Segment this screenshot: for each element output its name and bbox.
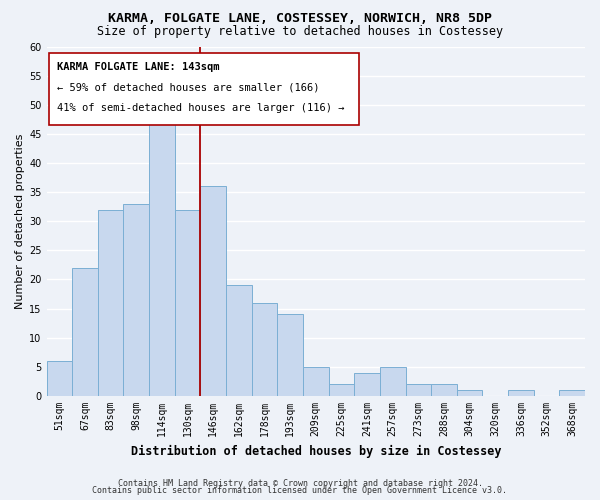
Bar (457, 390, 482, 396)
Text: KARMA FOLGATE LANE: 143sqm: KARMA FOLGATE LANE: 143sqm (57, 62, 220, 72)
Text: 41% of semi-detached houses are larger (116) →: 41% of semi-detached houses are larger (… (57, 103, 345, 113)
Bar (354, 372, 380, 396)
Bar (226, 286, 251, 396)
Bar (47, 361, 72, 396)
Bar (175, 210, 200, 396)
Text: KARMA, FOLGATE LANE, COSTESSEY, NORWICH, NR8 5DP: KARMA, FOLGATE LANE, COSTESSEY, NORWICH,… (108, 12, 492, 26)
Bar (251, 303, 277, 396)
Text: ← 59% of detached houses are smaller (166): ← 59% of detached houses are smaller (16… (57, 82, 320, 92)
Bar (72, 268, 98, 396)
Bar (277, 314, 303, 396)
Y-axis label: Number of detached properties: Number of detached properties (15, 134, 25, 309)
X-axis label: Distribution of detached houses by size in Costessey: Distribution of detached houses by size … (131, 444, 501, 458)
Bar (406, 384, 431, 396)
Bar (508, 390, 534, 396)
Text: Size of property relative to detached houses in Costessey: Size of property relative to detached ho… (97, 25, 503, 38)
Bar (124, 204, 149, 396)
FancyBboxPatch shape (49, 54, 359, 125)
Bar (98, 210, 124, 396)
Text: Contains HM Land Registry data © Crown copyright and database right 2024.: Contains HM Land Registry data © Crown c… (118, 478, 482, 488)
Bar (380, 367, 406, 396)
Bar (329, 384, 354, 396)
Bar (200, 186, 226, 396)
Bar (431, 384, 457, 396)
Text: Contains public sector information licensed under the Open Government Licence v3: Contains public sector information licen… (92, 486, 508, 495)
Bar (303, 367, 329, 396)
Bar (149, 104, 175, 396)
Bar (559, 390, 585, 396)
